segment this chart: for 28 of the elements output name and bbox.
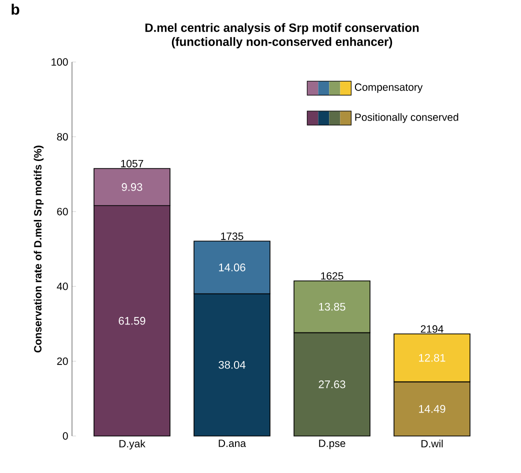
- annotation: 2194: [420, 325, 444, 333]
- y-axis-title: Conservation rate of D.mel Srp motifs (%): [34, 146, 44, 352]
- y-tick-label: 20: [57, 357, 68, 365]
- chart-subtitle: (functionally non-conserved enhancer): [172, 37, 392, 48]
- data-label: 12.81: [419, 354, 446, 362]
- data-label: 14.49: [419, 405, 446, 413]
- annotation: 1735: [221, 232, 244, 240]
- data-label: 9.93: [122, 183, 142, 191]
- text: b: [12, 4, 20, 15]
- x-tick-label: D.ana: [218, 440, 246, 448]
- legend-label: Compensatory: [354, 83, 423, 93]
- annotation: 1057: [121, 160, 144, 168]
- annotation: 1625: [321, 272, 344, 280]
- data-label: 14.06: [219, 264, 246, 272]
- y-tick-label: 80: [57, 133, 68, 141]
- chart-title: D.mel centric analysis of Srp motif conservation: [145, 23, 419, 34]
- y-tick-label: 0: [62, 432, 68, 440]
- x-tick-label: D.yak: [119, 440, 146, 450]
- x-tick-label: D.pse: [319, 440, 346, 450]
- y-tick-label: 60: [57, 208, 68, 216]
- y-tick-label: 100: [52, 58, 68, 66]
- x-tick-label: D.wil: [421, 440, 443, 448]
- data-label: 27.63: [318, 380, 346, 388]
- y-tick-label: 40: [56, 282, 68, 290]
- data-label: 13.85: [319, 302, 346, 311]
- data-label: 38.04: [218, 360, 246, 369]
- data-label: 61.59: [118, 316, 146, 325]
- legend-label: Positionally conserved: [355, 113, 458, 123]
